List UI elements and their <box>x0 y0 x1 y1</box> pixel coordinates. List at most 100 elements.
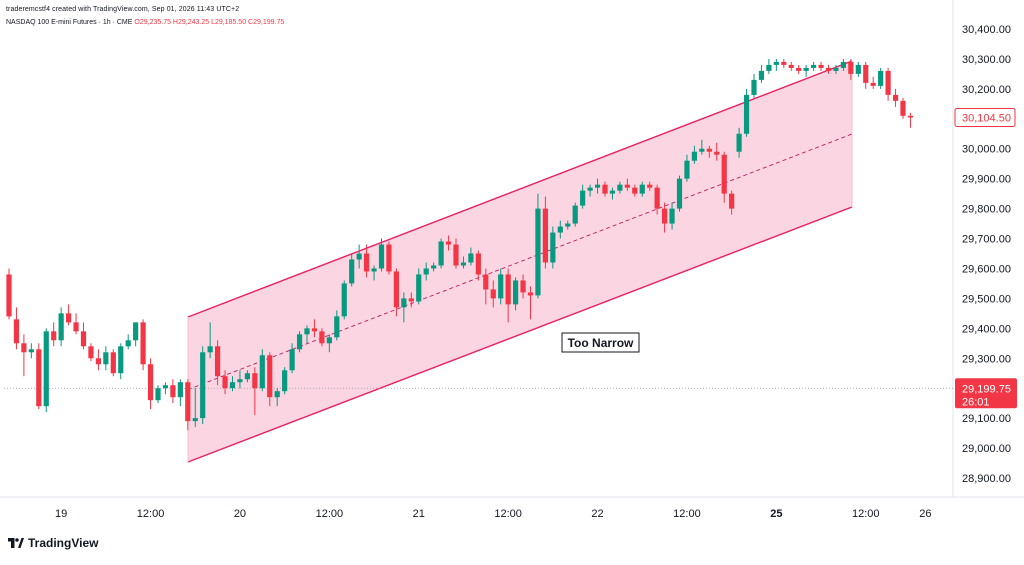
candle-body <box>684 160 690 179</box>
candle-body <box>900 100 906 116</box>
candle-body <box>88 346 94 359</box>
ohlc-values: O29,235.75 H29,243.25 L29,185.50 C29,199… <box>134 19 285 26</box>
candle-body <box>587 187 593 191</box>
candle-body <box>222 376 228 389</box>
candle-body <box>43 331 49 407</box>
y-tick-label: 29,500.00 <box>962 293 1011 305</box>
annotation-label: Too Narrow <box>568 336 634 350</box>
candle-body <box>28 349 34 353</box>
candle-body <box>155 388 161 401</box>
candle-body <box>848 61 854 74</box>
candle-body <box>788 64 794 68</box>
candle-body <box>855 64 861 74</box>
y-tick-label: 29,800.00 <box>962 204 1011 216</box>
candle-body <box>386 244 392 272</box>
candle-body <box>423 268 429 275</box>
candle-body <box>416 274 422 302</box>
candle-body <box>721 154 727 194</box>
candle-body <box>162 385 169 389</box>
candle-body <box>95 358 101 365</box>
candle-body <box>617 184 623 191</box>
x-tick-label: 25 <box>770 508 782 520</box>
countdown-label: 26:01 <box>962 396 990 408</box>
candle-body <box>200 352 206 419</box>
candle-body <box>498 274 504 299</box>
candle-body <box>542 208 548 263</box>
y-tick-label: 29,000.00 <box>962 443 1011 455</box>
candle-body <box>647 184 653 188</box>
candle-body <box>632 187 638 194</box>
candle-body <box>58 313 64 341</box>
candle-body <box>483 274 489 290</box>
candle-body <box>550 232 556 263</box>
candle-body <box>282 370 288 392</box>
candle-body <box>714 151 720 155</box>
candle-body <box>557 226 563 233</box>
candle-body <box>147 364 154 401</box>
candle-body <box>80 331 87 347</box>
candle-body <box>408 298 414 302</box>
candle-body <box>818 64 824 68</box>
candle-body <box>833 67 839 71</box>
candle-body <box>103 352 109 365</box>
candle-body <box>468 253 474 263</box>
y-tick-label: 29,700.00 <box>962 234 1011 246</box>
candle-body <box>237 379 243 383</box>
candle-body <box>699 148 705 152</box>
candle-body <box>580 190 586 206</box>
candle-body <box>6 274 12 317</box>
candle-body <box>133 322 139 341</box>
candle-body <box>669 208 675 224</box>
y-tick-label: 28,900.00 <box>962 473 1011 485</box>
candle-body <box>229 382 236 389</box>
candle-body <box>743 94 750 134</box>
candle-body <box>825 67 832 71</box>
candle-body <box>319 331 325 344</box>
x-tick-label: 12:00 <box>316 508 344 520</box>
candle-body <box>341 283 347 317</box>
candle-body <box>490 289 496 299</box>
candle-body <box>267 355 273 398</box>
candle-body <box>289 349 295 371</box>
candle-body <box>535 208 541 296</box>
y-tick-label: 30,200.00 <box>962 84 1011 96</box>
chart-credit: traderemcstf4 created with TradingView.c… <box>6 6 240 13</box>
candle-body <box>36 349 42 407</box>
candle-body <box>259 355 265 389</box>
y-tick-label: 30,300.00 <box>962 54 1011 66</box>
candle-body <box>334 316 340 338</box>
y-tick-label: 29,400.00 <box>962 323 1011 335</box>
candle-body <box>445 241 452 245</box>
candle-body <box>364 253 370 272</box>
secondary-price-label: 30,104.50 <box>962 112 1011 124</box>
brand-name: TradingView <box>28 536 99 550</box>
candle-body <box>304 328 310 335</box>
channel-upper-line <box>187 60 853 318</box>
annotation-box <box>561 332 640 353</box>
candle-body <box>349 259 355 284</box>
candle-body <box>766 64 772 71</box>
x-tick-label: 12:00 <box>494 508 522 520</box>
candle-body <box>907 115 914 118</box>
candle-body <box>885 70 891 95</box>
candle-body <box>572 205 578 224</box>
tradingview-brand[interactable]: TradingView <box>8 536 98 550</box>
candle-body <box>594 184 601 188</box>
candle-body <box>460 262 467 266</box>
candle-body <box>401 298 407 308</box>
candle-body <box>371 268 377 272</box>
symbol-name: NASDAQ 100 E-mini Futures · 1h · CME <box>6 19 133 26</box>
candle-body <box>602 184 608 194</box>
candle-body <box>185 382 191 422</box>
candle-body <box>691 151 697 161</box>
symbol-line: NASDAQ 100 E-mini Futures · 1h · CME O29… <box>6 19 284 26</box>
x-tick-label: 21 <box>413 508 425 520</box>
candle-body <box>565 223 571 227</box>
candle-body <box>215 346 221 377</box>
last-price-label: 29,199.75 <box>962 383 1011 395</box>
secondary-price-box <box>954 107 1016 127</box>
candle-body <box>773 61 779 65</box>
candle-body <box>475 253 481 275</box>
